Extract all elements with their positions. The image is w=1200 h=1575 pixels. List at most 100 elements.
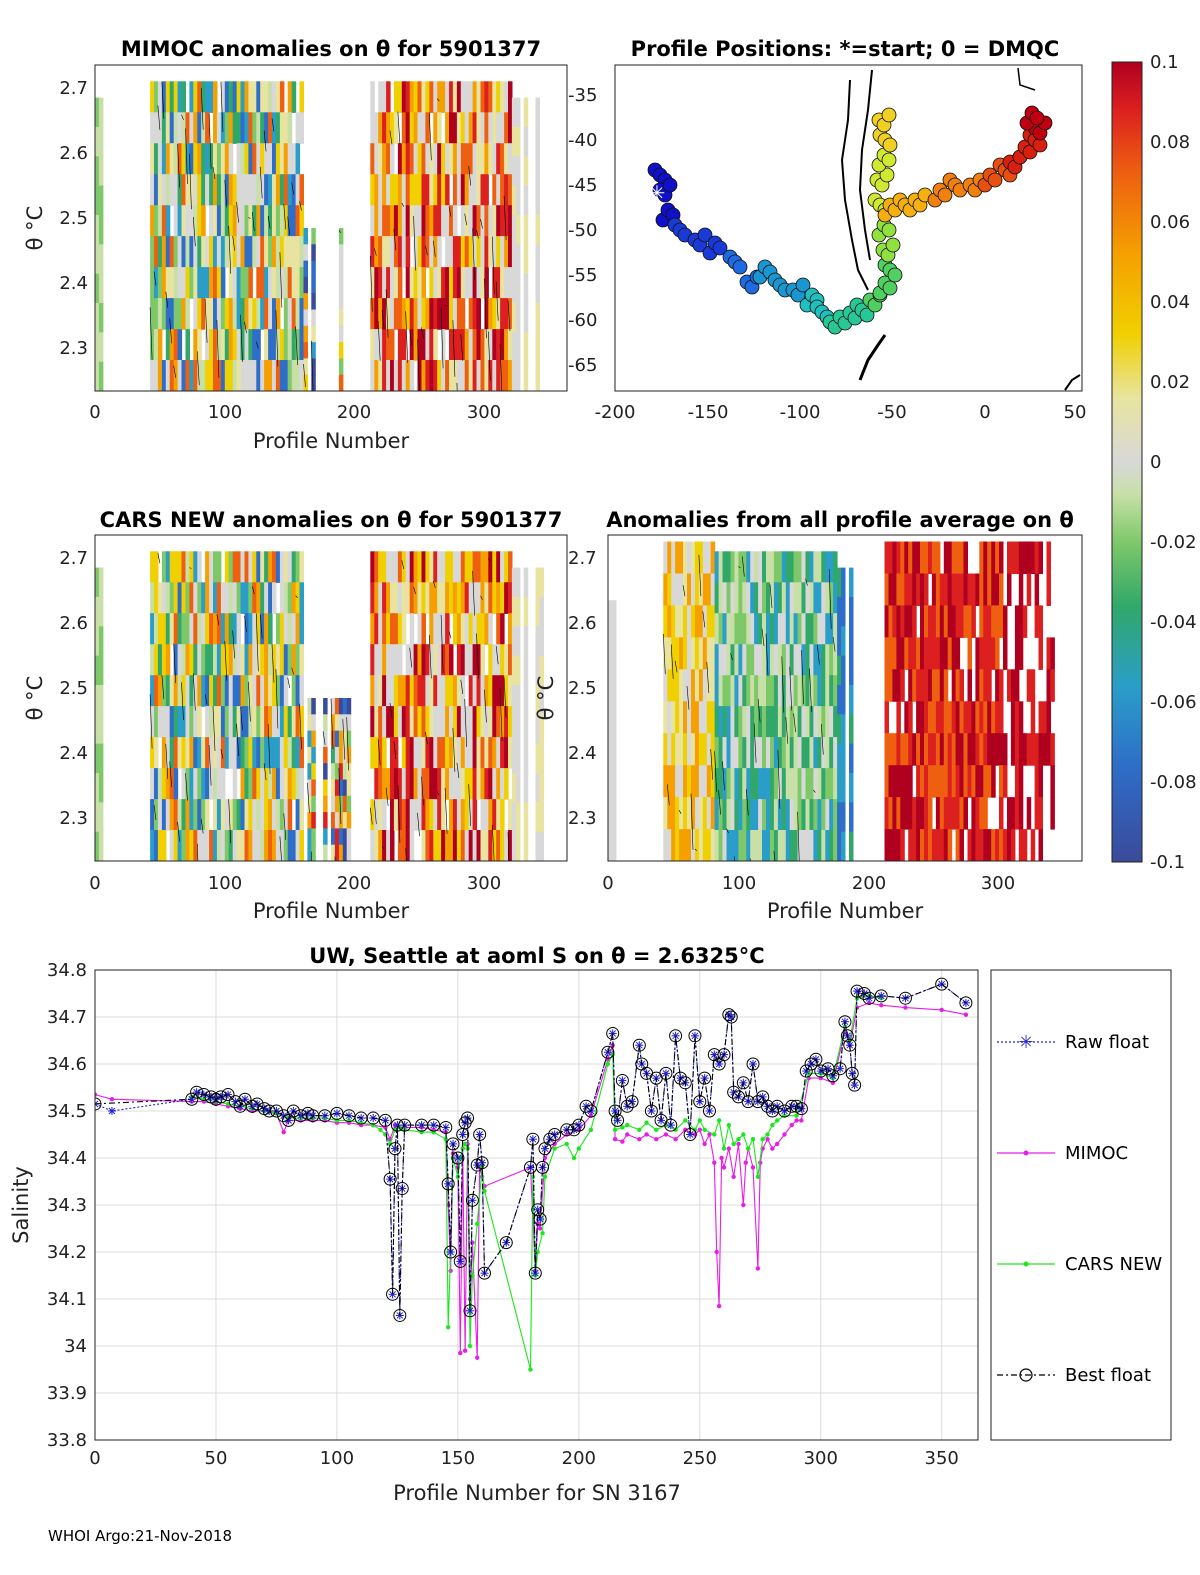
anomaly-cell (189, 799, 194, 831)
anomaly-cell (441, 737, 446, 769)
anomaly-cell (1026, 797, 1032, 830)
anomaly-cell (161, 174, 167, 206)
anomaly-cell (523, 303, 529, 333)
anomaly-cell (421, 582, 426, 614)
anomaly-cell (275, 768, 281, 800)
anomaly-cell (694, 573, 700, 606)
anomaly-cell (248, 613, 253, 645)
anomaly-cell (417, 582, 422, 614)
anomaly-cell (264, 329, 269, 361)
anomaly-cell (441, 582, 446, 614)
anomaly-cell (264, 706, 269, 738)
anomaly-cell (523, 361, 529, 391)
anomaly-cell (185, 799, 190, 831)
data-point (439, 1120, 453, 1134)
anomaly-cell (287, 112, 293, 144)
anomaly-cell (963, 701, 968, 734)
anomaly-cell (98, 156, 104, 187)
profile-trace (322, 731, 326, 745)
anomaly-cell (476, 81, 481, 113)
data-point (702, 1127, 707, 1133)
anomaly-cell (98, 596, 104, 627)
anomaly-cell (409, 830, 415, 861)
anomaly-cell (504, 205, 509, 237)
anomaly-cell (409, 143, 415, 175)
anomaly-cell (793, 613, 799, 645)
anomaly-cell (417, 644, 422, 676)
anomaly-cell (920, 541, 925, 574)
anomaly-cell (177, 706, 183, 738)
anomaly-cell (488, 830, 493, 861)
anomaly-cell (1046, 541, 1051, 574)
anomaly-cell (232, 205, 238, 237)
anomaly-cell (535, 185, 540, 216)
profile-trace (425, 245, 428, 256)
anomaly-cell (201, 830, 206, 861)
anomaly-cell (971, 573, 976, 606)
anomaly-cell (504, 360, 509, 391)
anomaly-cell (523, 185, 529, 216)
anomaly-cell (468, 551, 474, 583)
data-point (463, 1304, 477, 1318)
anomaly-cell (939, 669, 945, 702)
anomaly-cell (535, 773, 540, 803)
anomaly-cell (464, 267, 470, 299)
data-point (395, 1182, 409, 1196)
anomaly-cell (165, 644, 171, 676)
anomaly-cell (279, 799, 285, 831)
anomaly-cell (837, 743, 842, 774)
anomaly-cell (161, 360, 167, 391)
data-point (741, 1095, 755, 1109)
anomaly-cell (224, 329, 230, 361)
anomaly-cell (177, 737, 183, 769)
anomaly-cell (943, 637, 949, 670)
anomaly-cell (342, 698, 348, 715)
anomaly-cell (201, 768, 206, 800)
profile-trace (173, 643, 176, 684)
anomaly-cell (279, 582, 285, 614)
anomaly-cell (995, 605, 1000, 638)
anomaly-cell (370, 236, 375, 268)
anomaly-cell (539, 685, 544, 715)
profile-trace (307, 782, 310, 813)
anomaly-cell (667, 829, 672, 861)
anomaly-cell (801, 706, 806, 738)
anomaly-cell (979, 829, 984, 861)
anomaly-cell (829, 582, 834, 614)
map-plot-area: ✳ (647, 67, 1081, 391)
anomaly-cell (193, 799, 198, 831)
anomaly-cell (264, 830, 269, 861)
anomaly-cell (236, 205, 242, 237)
salinity-y-axis-label: Salinity (9, 1166, 33, 1244)
anomaly-cell (98, 567, 104, 598)
anomaly-cell (813, 799, 818, 831)
anomaly-cell (801, 644, 806, 676)
anomaly-cell (429, 582, 434, 614)
anomaly-cell (260, 236, 265, 268)
profile-trace (456, 382, 458, 391)
anomaly-cell (169, 737, 175, 769)
salinity-ytick-label: 34.3 (47, 1195, 87, 1216)
profile-trace (216, 614, 220, 626)
anomaly-cell (248, 112, 253, 144)
anomaly-cell (789, 551, 795, 583)
anomaly-cell (608, 834, 613, 861)
profile-trace (817, 644, 820, 665)
anomaly-cell (287, 737, 293, 769)
anomaly-cell (535, 273, 540, 304)
anomaly-cell (511, 714, 517, 745)
anomaly-cell (177, 298, 183, 330)
asterisk-stroke (456, 1258, 464, 1265)
mimoc-ytick-label: 2.4 (59, 273, 88, 294)
anomaly-cell (837, 802, 842, 833)
anomaly-cell (896, 797, 901, 830)
anomaly-cell (386, 551, 391, 583)
anomaly-cell (283, 675, 289, 707)
anomaly-cell (924, 541, 929, 574)
anomaly-cell (405, 143, 411, 175)
anomaly-cell (240, 799, 245, 831)
anomaly-cell (460, 112, 466, 144)
anomaly-cell (833, 613, 838, 645)
anomaly-cell (754, 768, 759, 800)
anomaly-cell (734, 582, 739, 614)
